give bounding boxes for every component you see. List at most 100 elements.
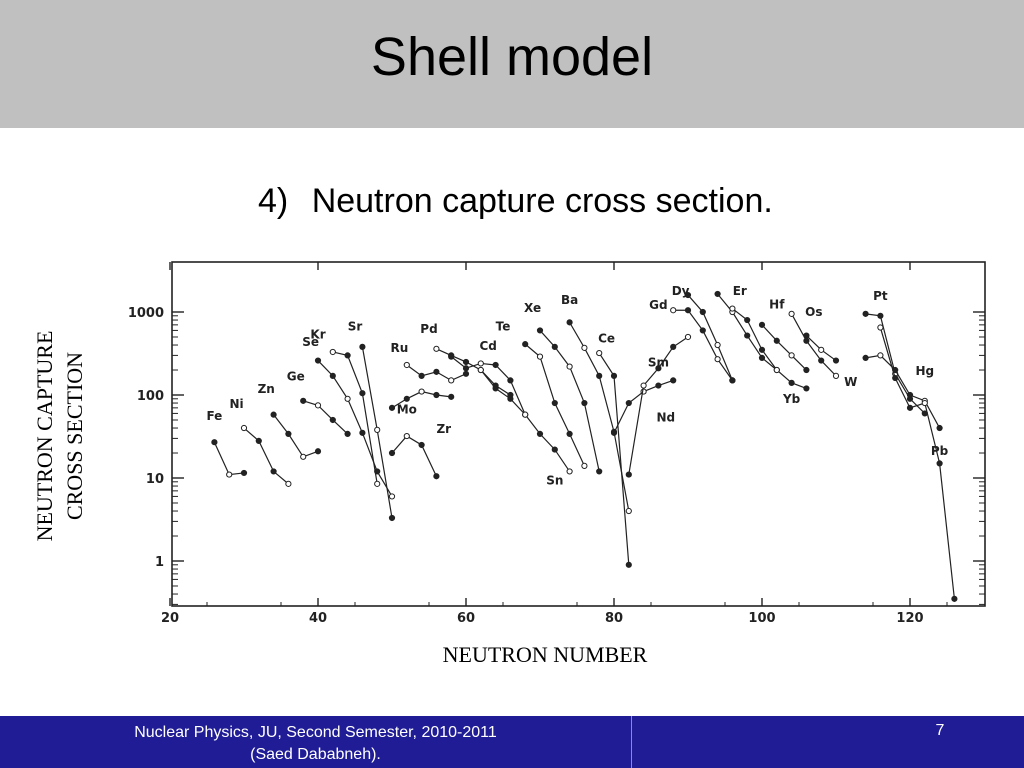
data-point [492,385,499,392]
data-point [433,473,440,480]
footer-line1: Nuclear Physics, JU, Second Semester, 20… [134,724,497,741]
data-point [610,429,618,436]
data-point [477,366,484,374]
series-hf: Hf [758,298,810,374]
series-label: Ge [287,369,305,383]
data-point [714,356,721,363]
data-point [551,446,558,453]
series-se: Se [302,335,381,487]
series-label: Er [733,284,747,298]
series-zn: Zn [258,382,322,460]
data-point [684,333,692,341]
x-tick-label: 100 [748,611,775,626]
series-label: Xe [524,301,541,315]
data-point [433,391,440,399]
series-mo: Mo [388,388,455,416]
series-label: Nd [656,410,675,424]
series-line [761,324,807,371]
data-point [551,343,558,350]
data-point [655,382,662,389]
data-point [566,430,573,437]
data-point [507,377,514,384]
data-point [773,366,780,374]
data-point [699,327,706,334]
data-point [581,462,588,469]
data-point [374,468,381,475]
data-point [551,399,558,407]
data-point [285,480,292,487]
subtitle-text: Neutron capture cross section. [311,182,773,220]
series-pb: Pb [877,324,958,602]
series-label: Cd [479,339,496,353]
data-point [921,399,928,407]
data-point [877,324,884,331]
series-label: Pt [873,289,888,303]
data-point [388,514,396,522]
data-point [374,480,381,487]
data-point [329,372,336,379]
y-tick-label: 10 [146,472,164,487]
data-point [729,305,736,312]
data-point [625,507,632,515]
data-point [226,471,233,478]
series-zr: Zr [388,422,451,480]
chart-axes: 20 40 60 80 100 120 1000 100 10 1 [128,261,986,626]
series-line [273,414,319,458]
series-gd: Gd [649,298,736,384]
series-ge: Ge [287,369,351,437]
data-point [610,372,618,379]
data-point [862,354,869,361]
data-point [625,561,632,568]
data-point [684,291,692,299]
series-sn: Sn [477,366,573,488]
data-point [285,430,292,437]
series-line [303,400,349,435]
data-point [818,346,825,353]
data-point [625,471,632,478]
data-point [403,395,410,402]
data-point [344,395,351,402]
data-point [832,372,840,379]
data-point [832,357,840,364]
data-point [788,379,795,386]
data-point [596,468,603,475]
data-point [729,377,736,384]
data-point [803,366,810,374]
data-point [240,469,248,477]
series-line [436,348,511,396]
series-line [598,352,630,565]
x-axis-label: NEUTRON NUMBER [442,642,648,667]
series-label: Se [302,335,319,349]
data-point [670,377,677,384]
series-line [450,356,526,415]
series-ba: Ba [561,293,632,515]
series-pt: Pt [862,289,928,417]
series-ru: Ru [391,341,470,384]
data-point [684,307,692,314]
series-line [539,330,600,472]
data-point [566,319,573,326]
data-point [477,360,484,367]
footer-text: Nuclear Physics, JU, Second Semester, 20… [0,716,632,768]
series-line [687,294,733,381]
data-point [300,453,307,460]
footer-line2: (Saed Dababneh). [250,746,381,763]
data-point [388,493,396,500]
data-point [773,337,780,344]
series-label: W [844,375,857,389]
data-point [300,397,307,404]
data-point [314,448,322,455]
y-tick-label: 1000 [128,306,164,321]
data-point [596,349,603,357]
series-line [317,360,393,497]
plot-frame [171,261,986,607]
series-label: Os [805,305,822,319]
data-point [640,382,647,389]
data-point [418,441,425,449]
x-tick-label: 80 [605,611,623,626]
series-os: Os [803,305,840,364]
x-tick-label: 40 [309,611,327,626]
series-label: Dy [672,284,690,298]
series-label: Hf [769,298,785,312]
y-tick-label: 1 [155,555,164,570]
